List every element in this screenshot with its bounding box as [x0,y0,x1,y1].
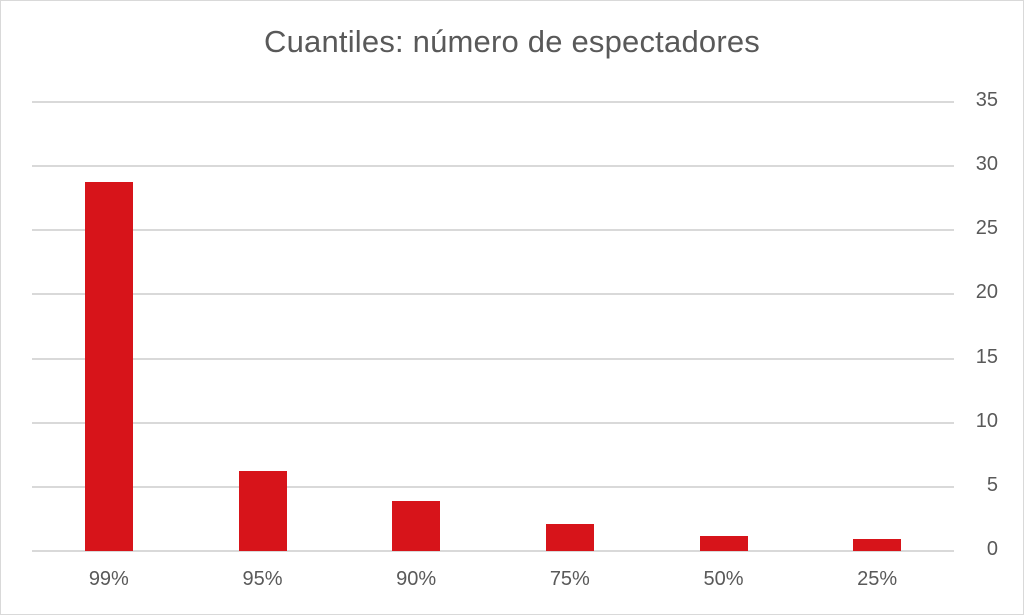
gridline [32,550,954,552]
y-tick-label: 30 [975,153,998,176]
bar-50pct [699,535,748,551]
x-tick-label: 25% [857,568,898,590]
y-tick-label: 20 [975,281,998,304]
x-tick-label: 95% [242,568,283,590]
bar-95pct [238,471,287,551]
gridline [32,101,954,103]
gridline [32,357,954,360]
y-tick-label: 10 [975,409,998,432]
y-tick-label: 25 [975,217,998,240]
y-tick-label: 5 [986,473,998,496]
bar-75pct [545,524,594,551]
gridline [32,165,954,168]
y-tick-label: 0 [986,538,998,560]
x-tick-label: 75% [549,568,590,590]
gridline [32,485,954,488]
bar-99pct [84,181,133,551]
gridline [32,229,954,232]
bar-25pct [853,539,902,551]
x-tick-label: 90% [396,568,437,590]
x-tick-label: 50% [703,568,744,590]
y-tick-label: 35 [975,89,998,111]
gridline [32,293,954,296]
x-tick-label: 99% [88,568,129,590]
chart-title: Cuantiles: número de espectadores [263,24,760,59]
gridline [32,421,954,424]
y-tick-label: 15 [975,345,998,368]
bar-90pct [392,500,441,551]
